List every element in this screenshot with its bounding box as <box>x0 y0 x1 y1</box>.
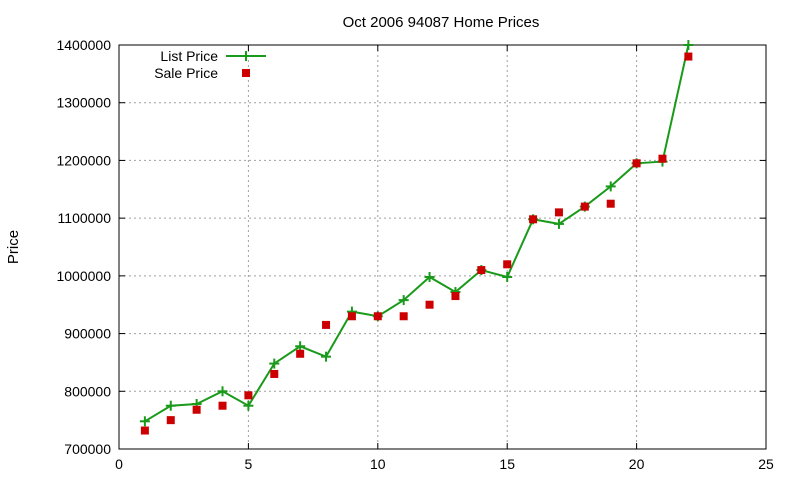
list-price-point <box>424 272 435 283</box>
sale-price-point <box>322 320 331 329</box>
sale-price-point <box>451 292 460 301</box>
sale-price-point <box>166 416 175 425</box>
sale-price-point <box>684 52 693 61</box>
sale-price-point <box>373 312 382 321</box>
sale-price-point <box>192 405 201 414</box>
list-price-point <box>502 272 513 283</box>
sale-price-point <box>399 312 408 321</box>
y-tick-label: 800000 <box>64 383 111 399</box>
sale-price-point <box>632 159 641 168</box>
y-tick-label: 1000000 <box>56 268 111 284</box>
sale-price-point <box>425 300 434 309</box>
sale-price-point <box>296 349 305 358</box>
list-price-point <box>243 400 254 411</box>
sale-price-point <box>477 266 486 275</box>
sale-price-point <box>140 426 149 435</box>
y-tick-label: 1100000 <box>58 210 112 226</box>
legend-label-list-price: List Price <box>160 48 218 64</box>
legend-swatch-sale-price <box>242 69 250 77</box>
list-price-point <box>321 351 332 362</box>
sale-price-point <box>270 369 279 378</box>
y-tick-label: 700000 <box>64 441 111 457</box>
y-tick-label: 1300000 <box>56 95 111 111</box>
sale-price-point <box>218 401 227 410</box>
list-price-point <box>217 386 228 397</box>
x-tick-label: 25 <box>758 456 774 472</box>
sale-price-point <box>580 202 589 211</box>
sale-price-point <box>606 199 615 208</box>
list-price-point <box>605 181 616 192</box>
y-tick-label: 900000 <box>64 326 111 342</box>
sale-price-point <box>554 208 563 217</box>
axes: 0 5 10 15 20 25 700000 800000 900000 1000000 11000… <box>56 37 774 472</box>
legend-label-sale-price: Sale Price <box>154 65 218 81</box>
plot-frame <box>118 44 767 450</box>
sale-price-point <box>347 312 356 321</box>
sale-price-point <box>244 391 253 400</box>
list-price-point <box>139 416 150 427</box>
x-tick-label: 20 <box>629 456 645 472</box>
list-price-point <box>398 295 409 306</box>
list-price-point <box>165 400 176 411</box>
y-tick-label: 1400000 <box>56 37 111 53</box>
list-price-point <box>269 358 280 369</box>
chart-title: Oct 2006 94087 Home Prices <box>343 14 540 31</box>
sale-price-point <box>529 215 538 224</box>
x-tick-label: 5 <box>245 456 253 472</box>
list-price-point <box>683 40 694 50</box>
list-price-point <box>553 218 564 229</box>
list-price-line <box>144 44 690 423</box>
sale-price-point <box>503 260 512 269</box>
sale-price-point <box>658 154 667 163</box>
x-tick-label: 0 <box>115 456 123 472</box>
grid-lines <box>119 45 766 449</box>
list-price-point <box>295 341 306 352</box>
x-tick-label: 10 <box>370 456 386 472</box>
y-axis-label: Price <box>5 230 22 264</box>
x-tick-label: 15 <box>499 456 515 472</box>
series <box>139 40 694 435</box>
y-tick-label: 1200000 <box>56 152 111 168</box>
